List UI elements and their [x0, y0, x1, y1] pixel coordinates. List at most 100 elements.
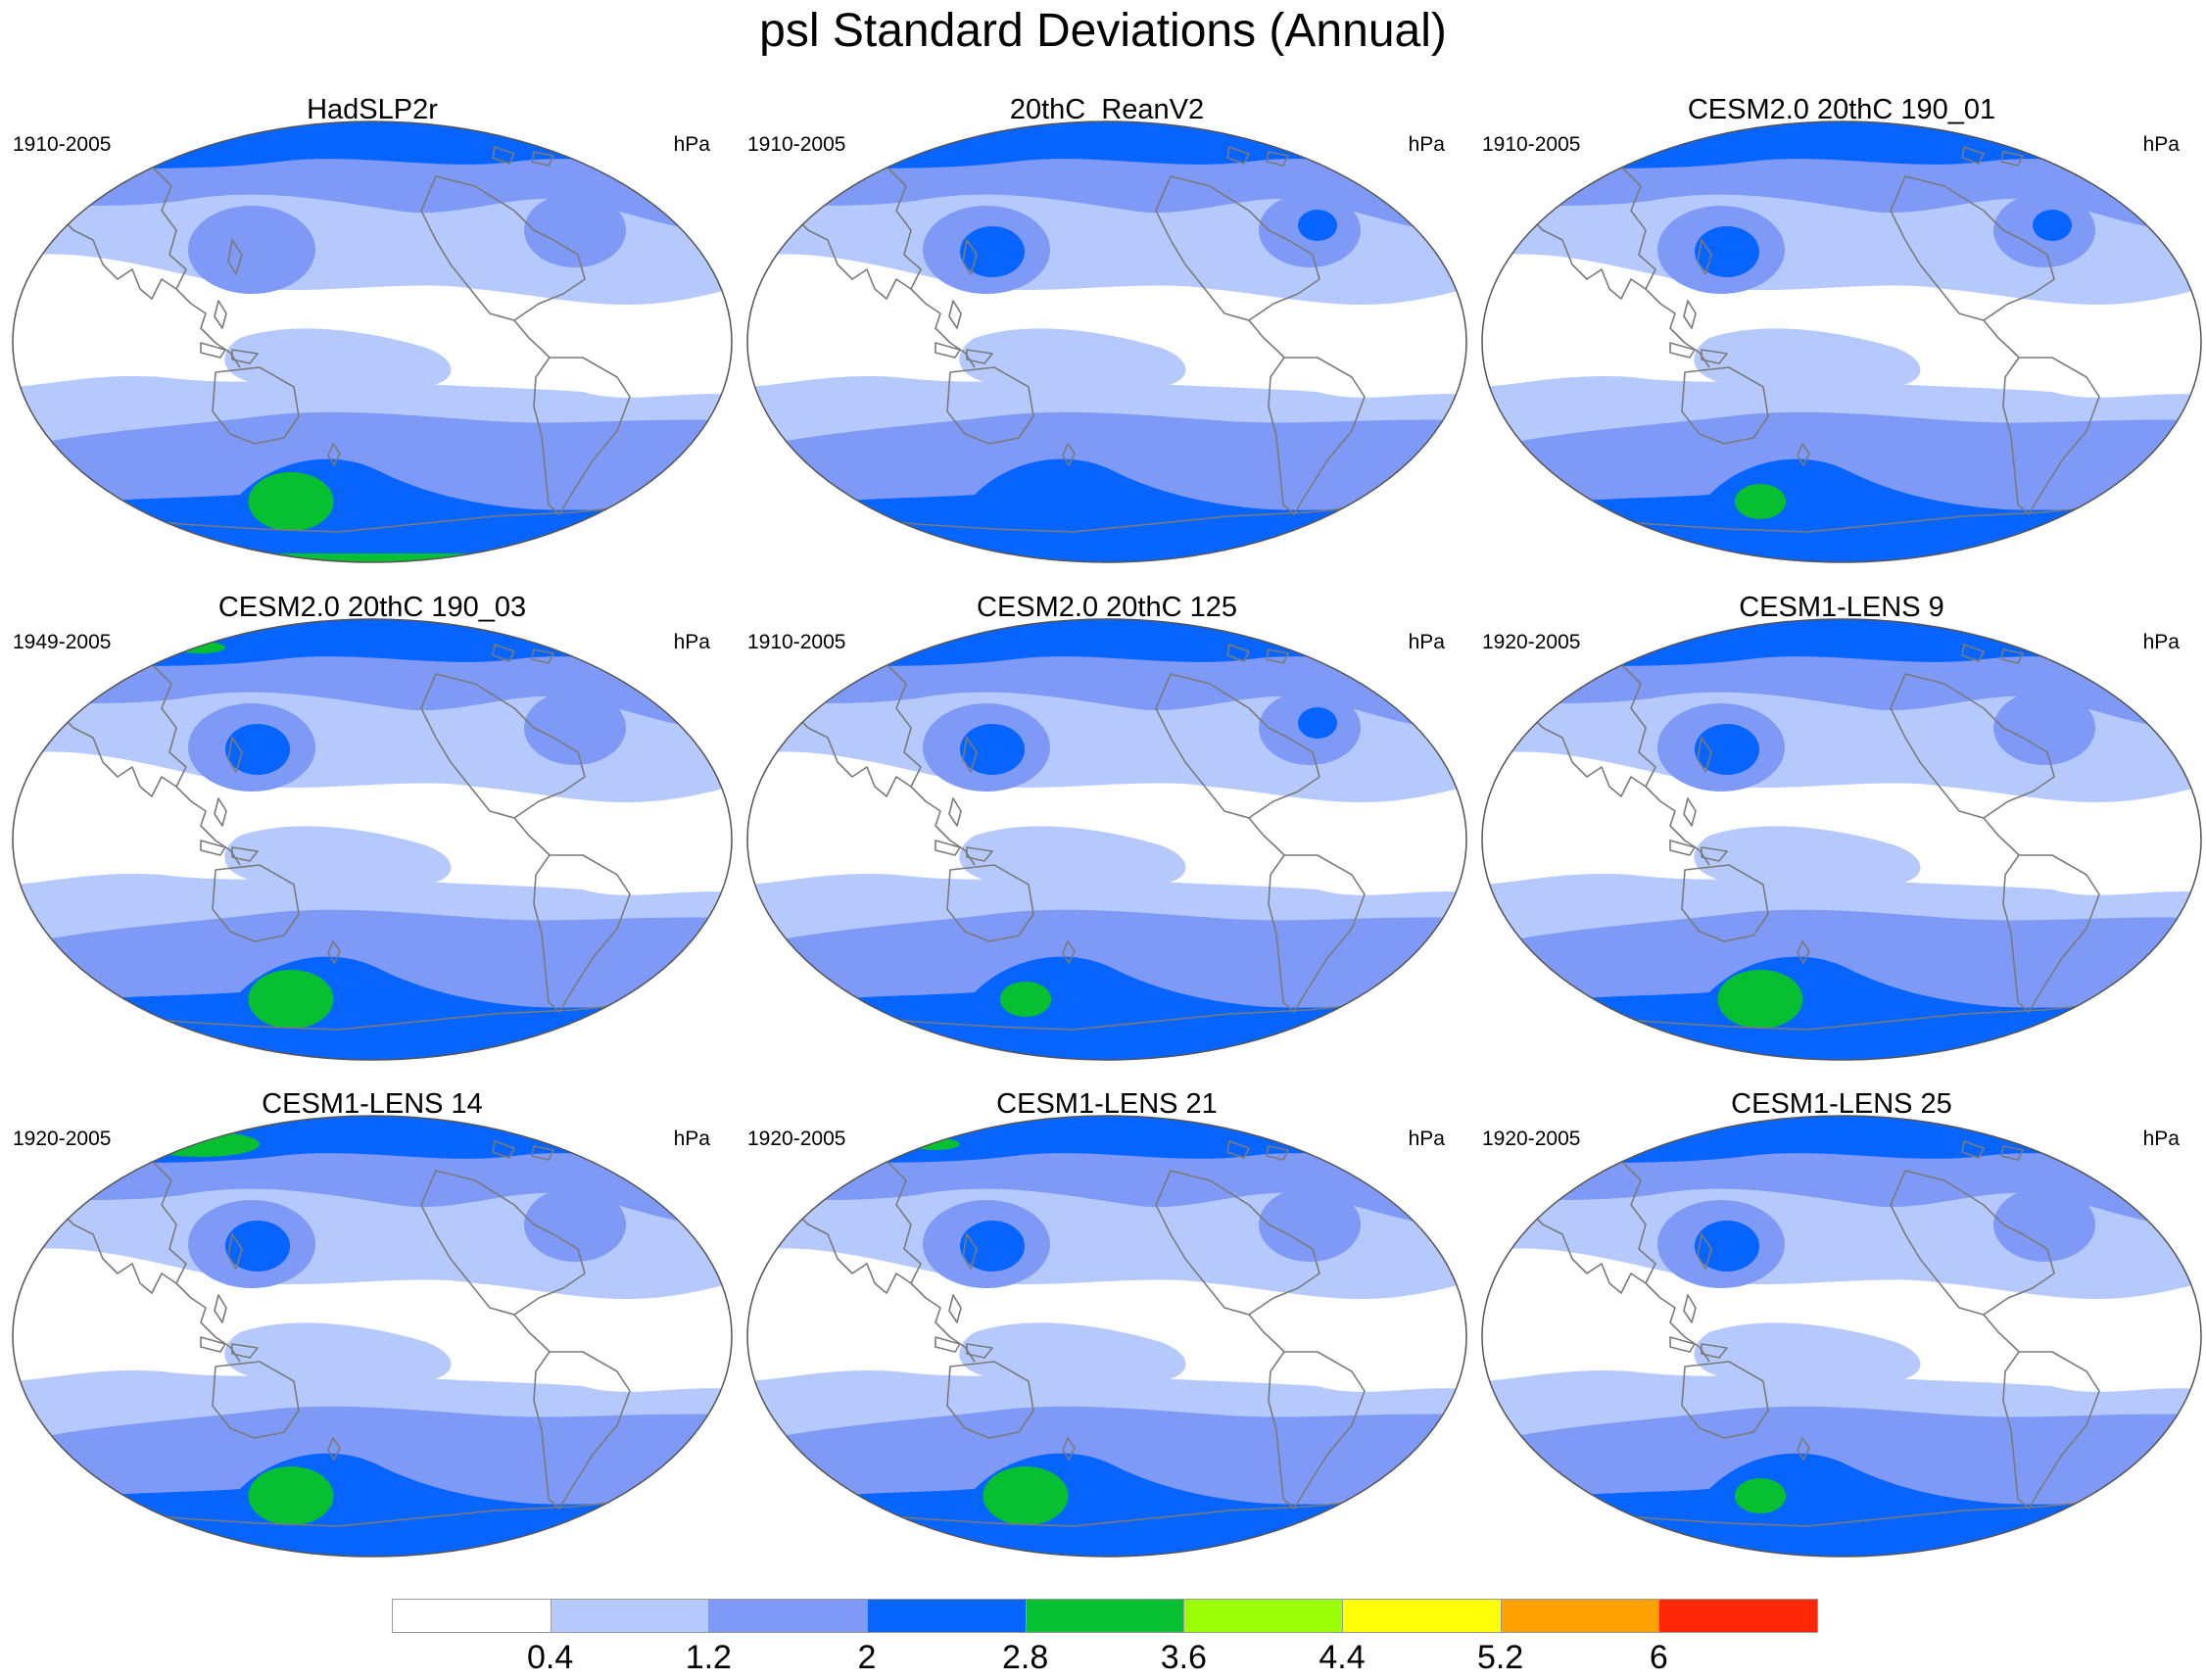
coast-australia [212, 1361, 300, 1439]
coast-north-america [420, 1170, 586, 1316]
coast-asia-coast [58, 166, 187, 300]
coast-central-america [1248, 319, 1285, 359]
coast-japan [227, 1233, 243, 1270]
field-central-pacific [959, 1322, 1186, 1382]
coast-south-america [533, 854, 631, 1013]
coast-indonesia-1 [935, 840, 961, 856]
coast-south-america [533, 1351, 631, 1510]
coast-arctic-islands [1961, 146, 2024, 167]
map-panel-4: CESM2.0 20thC 190_03 1949-2005 hPa [5, 591, 740, 1080]
colorbar-swatch [392, 1599, 552, 1633]
coast-se-asia-coast [910, 1282, 976, 1363]
coast-asia-coast [58, 663, 187, 797]
map-field [747, 619, 1466, 1060]
colorbar-swatch [1183, 1599, 1343, 1633]
coast-new-zealand [1062, 1437, 1076, 1461]
coast-arctic-islands [1961, 644, 2024, 664]
field-icelandic-2 [1259, 1187, 1361, 1262]
coast-se-asia-coast [1645, 288, 1710, 368]
map-field [13, 121, 732, 562]
coast-se-asia-coast [175, 1282, 241, 1363]
coast-greenland [2061, 1121, 2122, 1167]
panel-title: CESM2.0 20thC 190_03 [217, 592, 527, 623]
field-amundsen-max [999, 982, 1052, 1017]
coast-new-zealand [1797, 940, 1810, 964]
coast-north-america [420, 673, 586, 819]
field-arctic-3 [1482, 619, 2201, 669]
coast-greenland [592, 1121, 652, 1167]
map-outline [12, 1115, 733, 1558]
colorbar-swatch [867, 1599, 1027, 1633]
panel-units: hPa [2142, 133, 2180, 156]
coast-australia [946, 1361, 1034, 1439]
coast-indonesia-2 [1701, 1343, 1728, 1359]
map-field [13, 1116, 732, 1557]
field-arctic-3 [747, 121, 1466, 171]
field-aleutian-3 [225, 1221, 290, 1272]
map-plot [746, 1115, 1467, 1558]
coast-central-america [1248, 817, 1285, 856]
map-outline [746, 618, 1467, 1061]
coast-indonesia-2 [966, 1343, 993, 1359]
map-panel-1: HadSLP2r 1910-2005 hPa [5, 93, 740, 583]
coast-philippines [1683, 300, 1697, 329]
coast-north-america [1155, 673, 1320, 819]
field-central-pacific [1694, 1322, 1921, 1382]
map-outline [1481, 120, 2202, 563]
coast-central-america [513, 319, 551, 359]
coast-indonesia-2 [231, 349, 259, 364]
coast-central-america [513, 817, 551, 856]
coast-new-zealand [1062, 940, 1076, 964]
field-icelandic-3 [2033, 210, 2072, 241]
panel-title: CESM2.0 20thC 190_01 [1687, 94, 1996, 125]
field-arctic-max [142, 1131, 260, 1157]
colorbar-tick-label: 5.2 [1477, 1639, 1524, 1676]
coast-indonesia-2 [966, 846, 993, 862]
map-plot [12, 120, 733, 563]
map-field [1482, 1116, 2201, 1557]
field-aleutian-3 [1695, 724, 1759, 775]
coast-central-america [1983, 1314, 2020, 1353]
map-field [747, 1116, 1466, 1557]
map-field [1482, 121, 2201, 562]
coast-south-america [1268, 1351, 1366, 1510]
map-field [747, 121, 1466, 562]
coast-asia-coast [1527, 1160, 1656, 1294]
field-arctic-3 [13, 619, 732, 669]
coast-indonesia-2 [1701, 349, 1728, 364]
coast-australia [1681, 864, 1769, 942]
map-panel-3: CESM2.0 20thC 190_01 1910-2005 hPa [1474, 93, 2206, 583]
colorbar-swatch [708, 1599, 868, 1633]
map-plot [1481, 618, 2202, 1061]
map-panel-5: CESM2.0 20thC 125 1910-2005 hPa [740, 591, 1474, 1080]
coast-central-america [1248, 1314, 1285, 1353]
coast-greenland [592, 624, 652, 670]
coast-japan [227, 239, 243, 275]
coast-philippines [1683, 1294, 1697, 1323]
field-arctic-3 [13, 121, 732, 171]
field-icelandic-2 [1993, 1187, 2095, 1262]
field-arctic-3 [747, 1116, 1466, 1166]
colorbar-swatch [1342, 1599, 1502, 1633]
field-aleutian-3 [960, 226, 1025, 277]
field-amundsen-max [248, 1466, 334, 1525]
panel-title: HadSLP2r [307, 94, 438, 125]
panel-period: 1920-2005 [747, 1128, 846, 1150]
panel-units: hPa [2142, 1128, 2180, 1150]
map-panel-7: CESM1-LENS 14 1920-2005 hPa [5, 1087, 740, 1577]
field-central-pacific [224, 328, 452, 388]
coast-north-america [1890, 1170, 2055, 1316]
map-panel-6: CESM1-LENS 9 1920-2005 hPa [1474, 591, 2206, 1080]
coast-south-america [533, 357, 631, 515]
coast-south-america [1268, 357, 1366, 515]
coast-arctic-islands [1226, 644, 1289, 664]
field-amundsen-max [1734, 1478, 1787, 1513]
map-plot [1481, 1115, 2202, 1558]
coast-north-america [1155, 175, 1320, 321]
field-amundsen-max [248, 472, 334, 531]
coast-se-asia-coast [910, 786, 976, 866]
map-plot [12, 1115, 733, 1558]
coast-se-asia-coast [175, 288, 241, 368]
coast-australia [946, 864, 1034, 942]
field-arctic-3 [1482, 121, 2201, 171]
